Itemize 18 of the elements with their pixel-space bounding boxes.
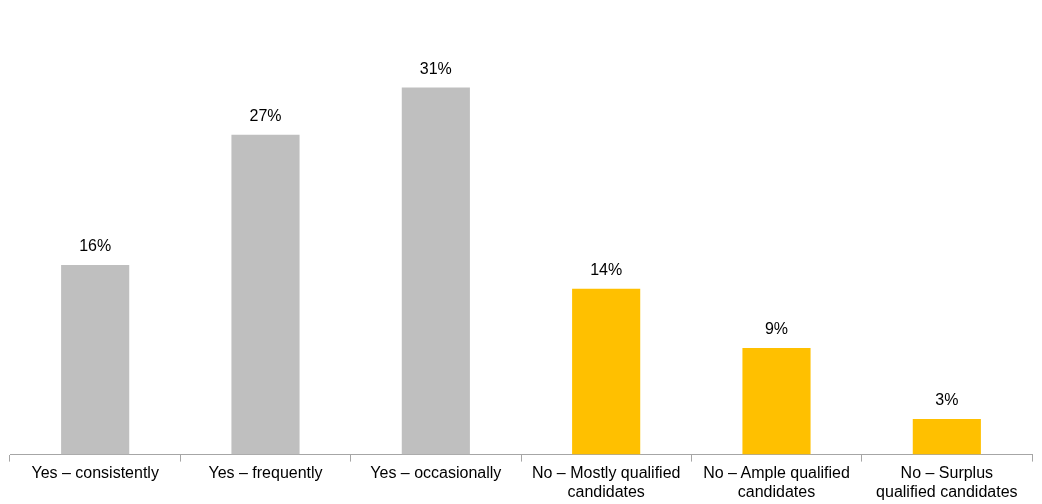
x-tick-label: Yes – frequently xyxy=(208,463,323,481)
data-label: 27% xyxy=(249,107,282,125)
x-tick-label: Yes – occasionally xyxy=(370,463,502,481)
x-tick-label: Yes – consistently xyxy=(31,463,159,481)
x-tick-label: No – Ample qualified candidates xyxy=(703,463,850,500)
bar xyxy=(912,419,981,455)
bar xyxy=(572,288,641,455)
x-tick-label: No – Surplus qualified candidates xyxy=(876,463,1018,500)
data-label: 14% xyxy=(590,261,623,279)
data-label: 9% xyxy=(764,320,789,338)
bar xyxy=(742,347,811,455)
data-label: 3% xyxy=(935,391,959,409)
data-label: 31% xyxy=(419,59,452,77)
x-tick-label: No – Mostly qualified candidates xyxy=(531,463,681,500)
bar xyxy=(401,87,470,455)
bar xyxy=(61,265,130,455)
data-label: 16% xyxy=(79,237,112,255)
bar xyxy=(231,134,300,455)
